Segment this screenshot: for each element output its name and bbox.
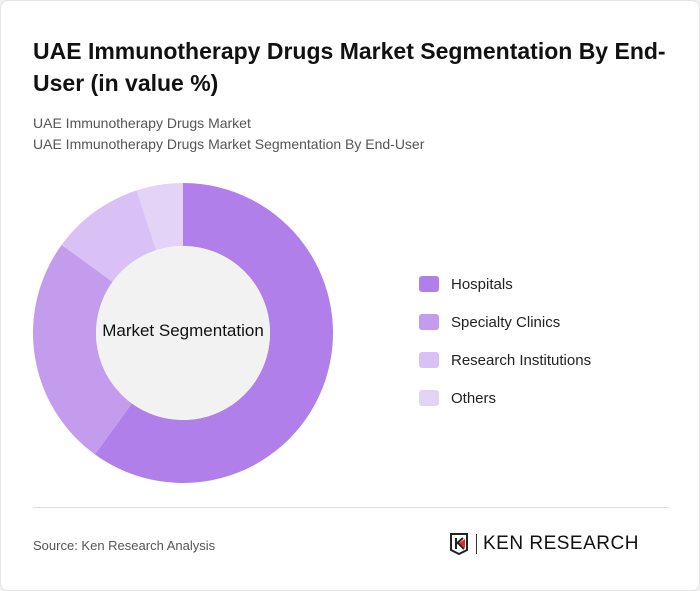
legend-swatch <box>419 390 439 406</box>
logo-separator <box>476 534 477 554</box>
donut-slice-hospitals <box>94 183 333 483</box>
legend-item: Hospitals <box>419 265 591 303</box>
legend: Hospitals Specialty Clinics Research Insti… <box>419 265 591 417</box>
donut-slice-others <box>136 183 183 251</box>
legend-label: Research Institutions <box>451 351 592 369</box>
legend-label: Specialty Clinics <box>451 313 561 331</box>
donut-hole <box>96 246 270 420</box>
ken-research-logo-icon <box>450 533 468 556</box>
legend-label: Hospitals <box>451 275 513 293</box>
ken-research-logo: KEN RESEARCH <box>449 532 639 556</box>
subtitle-market: UAE Immunotherapy Drugs Market <box>33 115 251 131</box>
subtitle-segmentation: UAE Immunotherapy Drugs Market Segmentat… <box>33 136 425 152</box>
divider <box>33 507 669 508</box>
logo-text: KEN RESEARCH <box>483 533 639 554</box>
legend-item: Others <box>419 379 591 417</box>
donut-chart <box>33 183 333 483</box>
legend-swatch <box>419 276 439 292</box>
source-note: Source: Ken Research Analysis <box>33 538 216 553</box>
donut-center-label: Market Segmentation <box>102 321 264 340</box>
chart-title: UAE Immunotherapy Drugs Market Segmentat… <box>33 38 666 96</box>
legend-item: Research Institutions <box>419 341 591 379</box>
legend-swatch <box>419 314 439 330</box>
legend-swatch <box>419 352 439 368</box>
legend-item: Specialty Clinics <box>419 303 591 341</box>
legend-label: Others <box>451 389 497 407</box>
donut-slice-specialty-clinics <box>33 244 132 455</box>
donut-slice-research-institutions <box>61 190 157 282</box>
